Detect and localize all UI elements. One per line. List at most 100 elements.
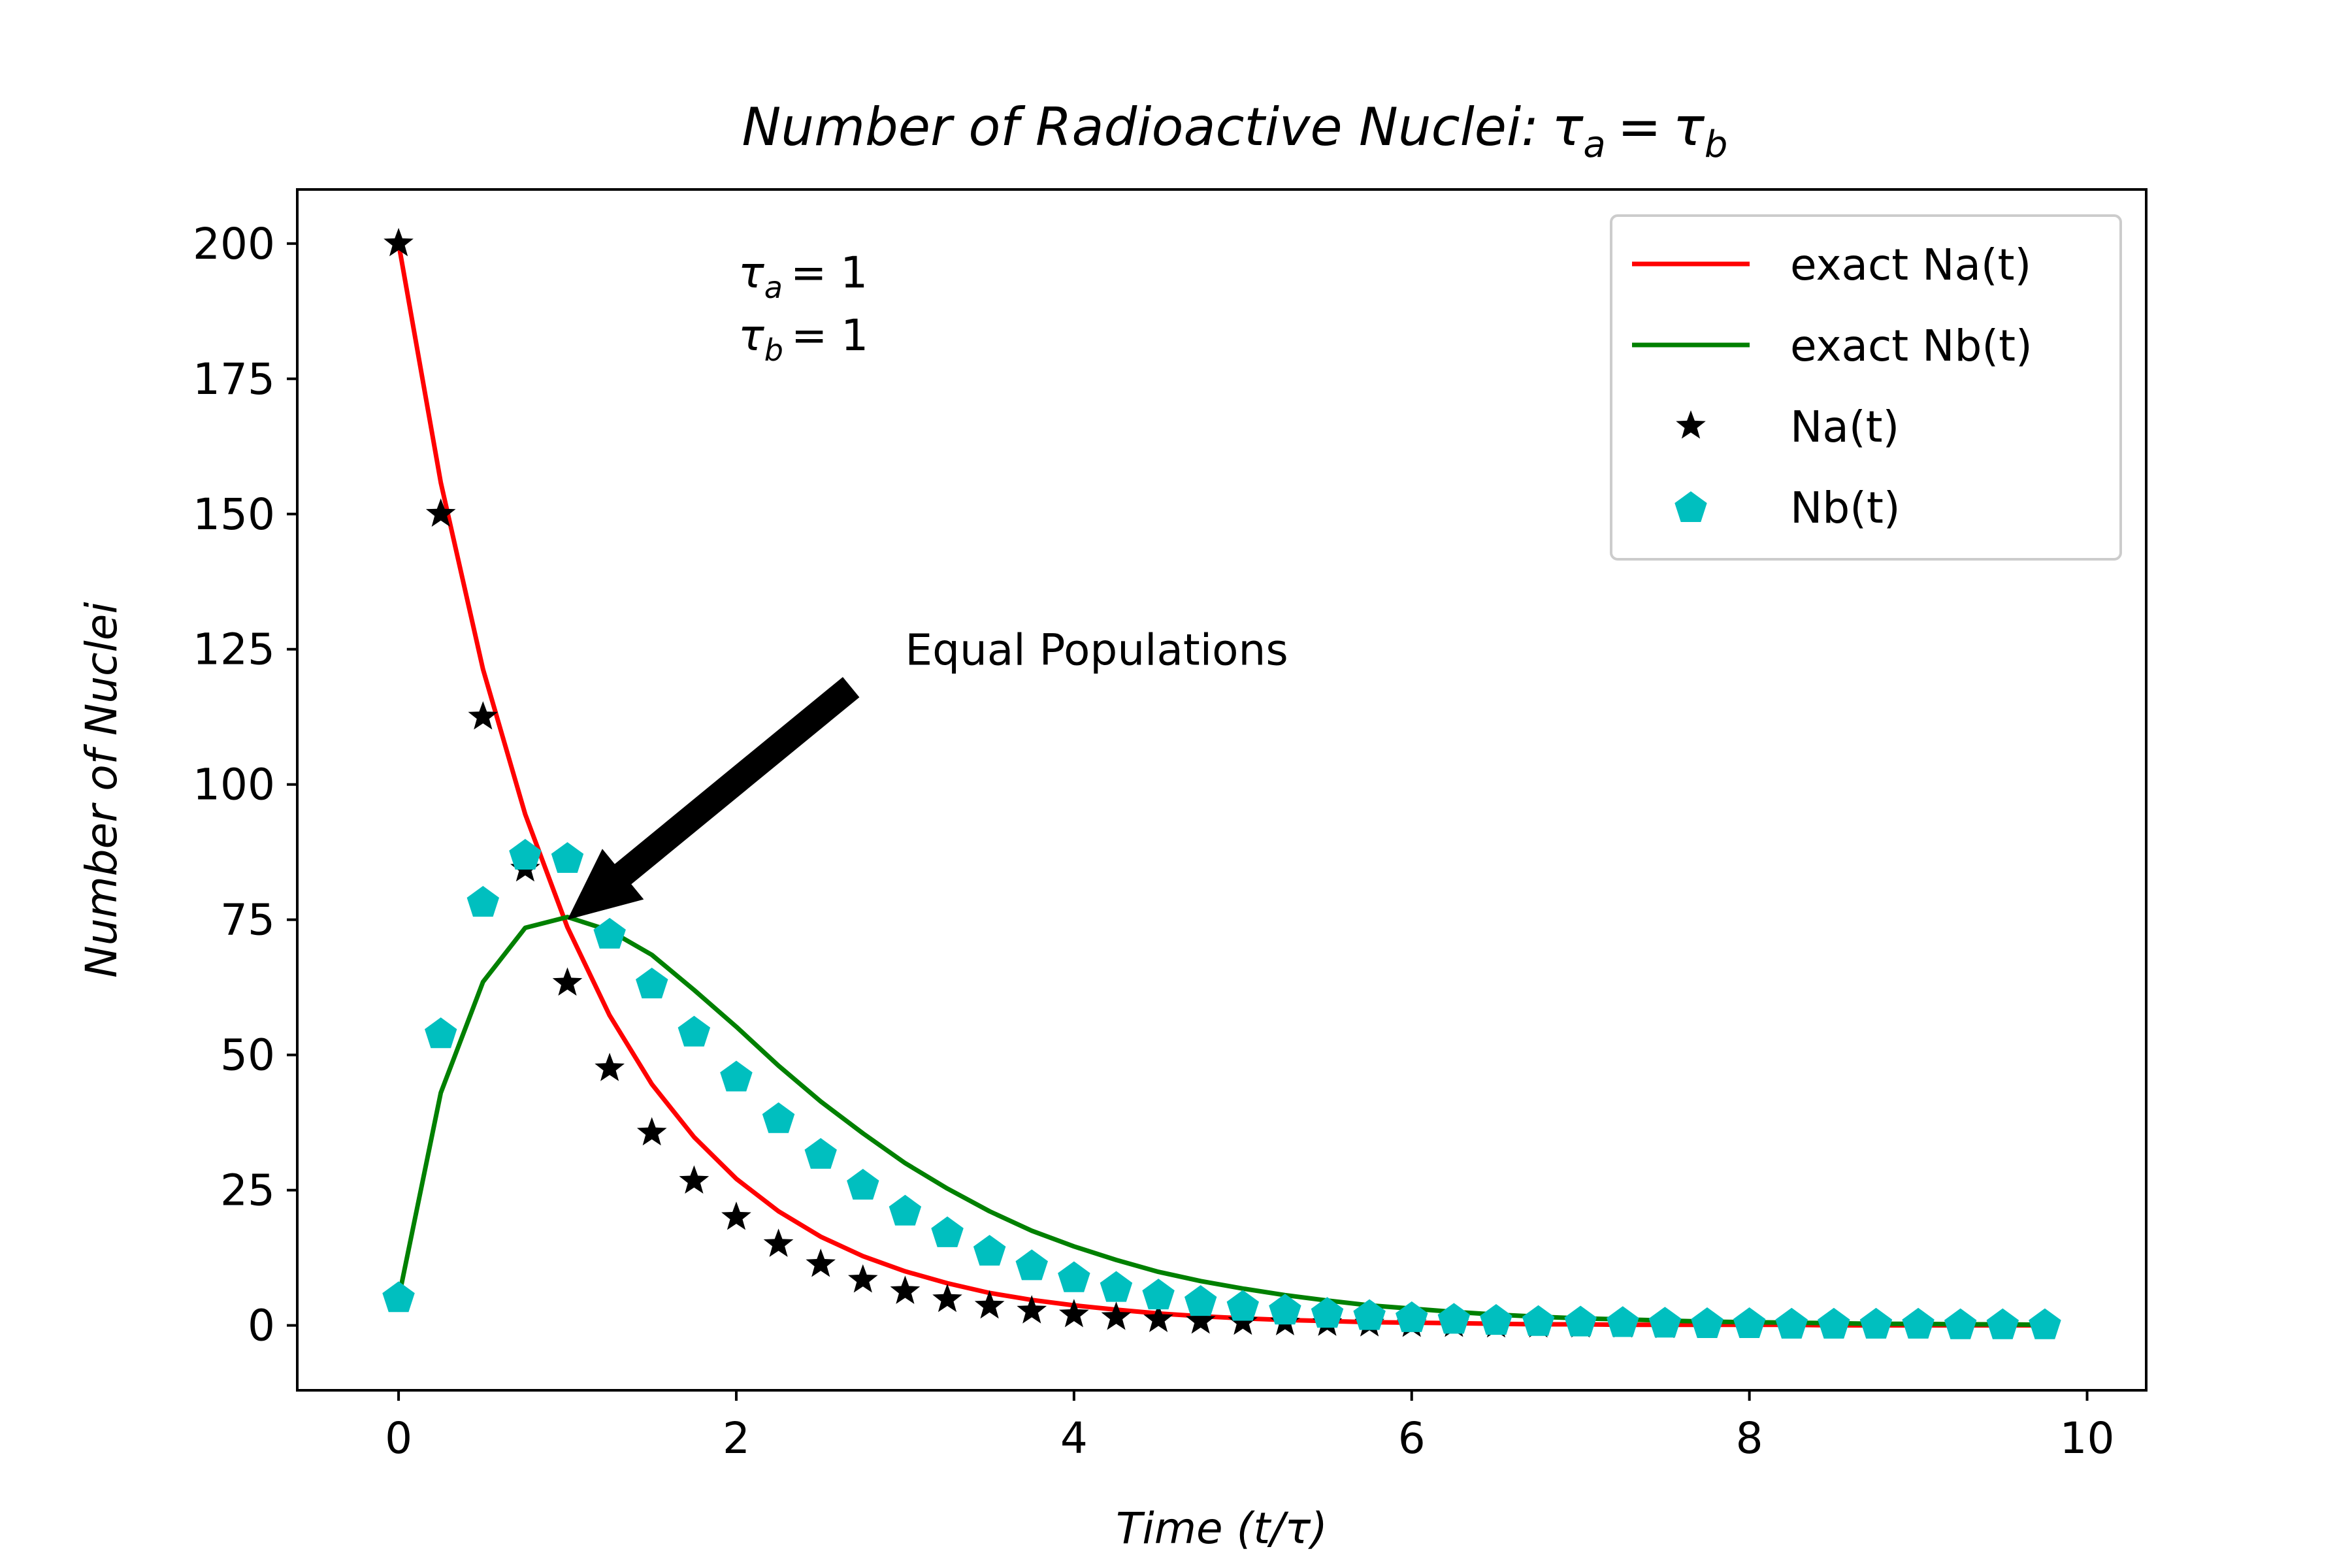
x-tick-label: 0 <box>385 1413 412 1463</box>
nb-pentagon-point <box>720 1060 753 1092</box>
nb-pentagon-point <box>1058 1261 1090 1292</box>
y-tick-label: 200 <box>193 219 275 269</box>
y-tick-label: 0 <box>248 1301 275 1351</box>
series-line-exactnbt <box>396 915 2045 1328</box>
legend-pentagon-icon <box>1674 491 1707 522</box>
nb-pentagon-point <box>509 839 542 870</box>
na-star-point <box>1143 1303 1173 1332</box>
nb-pentagon-point <box>1522 1305 1555 1336</box>
nb-pentagon-point <box>1859 1307 1893 1339</box>
nb-pentagon-point <box>762 1102 795 1134</box>
na-star-point <box>468 701 498 730</box>
nb-pentagon-point <box>466 886 499 917</box>
x-axis-ticks: 0 2 4 6 8 10 <box>385 1390 2115 1463</box>
nb-pentagon-point <box>1902 1307 1935 1339</box>
axes-frame <box>296 188 2148 1392</box>
annotation-text: Equal Populations <box>905 625 1288 676</box>
nb-pentagon-point <box>1733 1307 1766 1338</box>
y-tick-label: 25 <box>220 1166 275 1216</box>
nb-pentagon-point <box>1226 1290 1259 1321</box>
y-tick-label: 150 <box>193 489 275 540</box>
nb-pentagon-point <box>1818 1307 1850 1339</box>
nb-pentagon-point <box>889 1194 922 1226</box>
nb-pentagon-point <box>1691 1307 1723 1338</box>
na-star-point <box>1185 1305 1216 1334</box>
na-star-point <box>1017 1295 1047 1324</box>
y-tick-label: 50 <box>220 1030 275 1081</box>
nb-pentagon-point <box>1142 1279 1175 1310</box>
legend-label-exact-na: exact Na(t) <box>1790 240 2031 290</box>
legend-box <box>1610 214 2122 561</box>
y-tick-label: 125 <box>193 625 275 675</box>
nb-pentagon-point <box>551 842 584 873</box>
nb-pentagon-point <box>1564 1305 1597 1337</box>
parameter-annotation: τa = 1 τb = 1 <box>738 248 868 368</box>
y-axis-ticks: 0 25 50 75 100 125 150 175 200 <box>193 219 297 1351</box>
nb-pentagon-point <box>593 917 626 949</box>
na-star-point <box>425 498 456 527</box>
tau-b-label: τb = 1 <box>738 310 868 368</box>
nb-pentagon-point <box>847 1169 879 1200</box>
nb-pentagon-point <box>1775 1307 1808 1339</box>
legend-marker-na <box>1676 410 1706 439</box>
x-tick-label: 8 <box>1736 1413 1763 1463</box>
annotation-layer: Equal Populations <box>567 625 1288 920</box>
series-line-exactnat <box>396 243 2045 1328</box>
x-tick-label: 10 <box>2060 1413 2115 1463</box>
na-star-point <box>679 1165 710 1194</box>
nb-pentagon-point <box>1100 1271 1133 1302</box>
chart-title: Number of Radioactive Nuclei: τa = τb <box>742 97 1728 166</box>
plot-area: Equal Populations 0 2 4 6 8 10 0 25 50 75 100 125 1… <box>193 188 2148 1463</box>
nb-pentagon-point <box>931 1216 964 1247</box>
na-star-point <box>1059 1299 1089 1328</box>
nb-pentagon-point <box>2029 1308 2061 1339</box>
na-star-point <box>848 1264 878 1293</box>
nb-pentagon-point <box>636 968 668 999</box>
nb-pentagon-point <box>425 1017 457 1049</box>
na-star-point <box>890 1275 921 1304</box>
nb-pentagon-point <box>973 1235 1006 1266</box>
legend-label-exact-nb: exact Nb(t) <box>1790 321 2033 371</box>
y-tick-label: 175 <box>193 354 275 404</box>
nb-pentagon-point <box>1607 1306 1639 1337</box>
na-star-point <box>636 1117 667 1146</box>
series-layer <box>382 227 2061 1339</box>
nb-pentagon-point <box>804 1137 837 1169</box>
na-star-point <box>932 1283 962 1313</box>
x-tick-label: 4 <box>1060 1413 1088 1463</box>
x-tick-label: 2 <box>723 1413 750 1463</box>
na-star-point <box>384 227 414 257</box>
na-star-point <box>552 967 583 996</box>
nb-pentagon-point <box>1015 1249 1048 1281</box>
nb-pentagon-point <box>1437 1303 1471 1334</box>
nb-pentagon-point <box>1944 1308 1977 1339</box>
annotation-arrow <box>567 677 860 920</box>
legend-marker-nb <box>1674 491 1707 522</box>
legend-star-icon <box>1676 410 1706 439</box>
nb-pentagon-point <box>382 1281 415 1313</box>
x-tick-label: 6 <box>1398 1413 1426 1463</box>
na-star-point <box>1101 1301 1132 1330</box>
nb-pentagon-point <box>1353 1299 1386 1330</box>
tau-a-label: τa = 1 <box>738 248 868 305</box>
nb-pentagon-point <box>1269 1294 1301 1325</box>
na-star-point <box>595 1053 625 1081</box>
nb-pentagon-point <box>1986 1308 2019 1339</box>
na-star-point <box>806 1249 836 1277</box>
legend-label-na: Na(t) <box>1790 402 1899 452</box>
x-axis-label: Time (t/τ) <box>1116 1503 1328 1554</box>
nb-pentagon-point <box>678 1015 711 1047</box>
na-star-point <box>721 1201 751 1230</box>
y-tick-label: 100 <box>193 760 275 810</box>
nb-pentagon-point <box>1396 1301 1428 1332</box>
nb-pentagon-point <box>1184 1285 1217 1316</box>
y-axis-label: Number of Nuclei <box>76 602 127 978</box>
nb-pentagon-point <box>1648 1307 1682 1338</box>
legend: exact Na(t) exact Nb(t) Na(t) Nb(t) <box>1610 214 2122 561</box>
nb-pentagon-point <box>1480 1304 1512 1335</box>
legend-label-nb: Nb(t) <box>1790 483 1901 533</box>
nb-pentagon-point <box>1311 1297 1344 1328</box>
na-star-point <box>974 1290 1005 1319</box>
na-star-point <box>763 1228 794 1257</box>
